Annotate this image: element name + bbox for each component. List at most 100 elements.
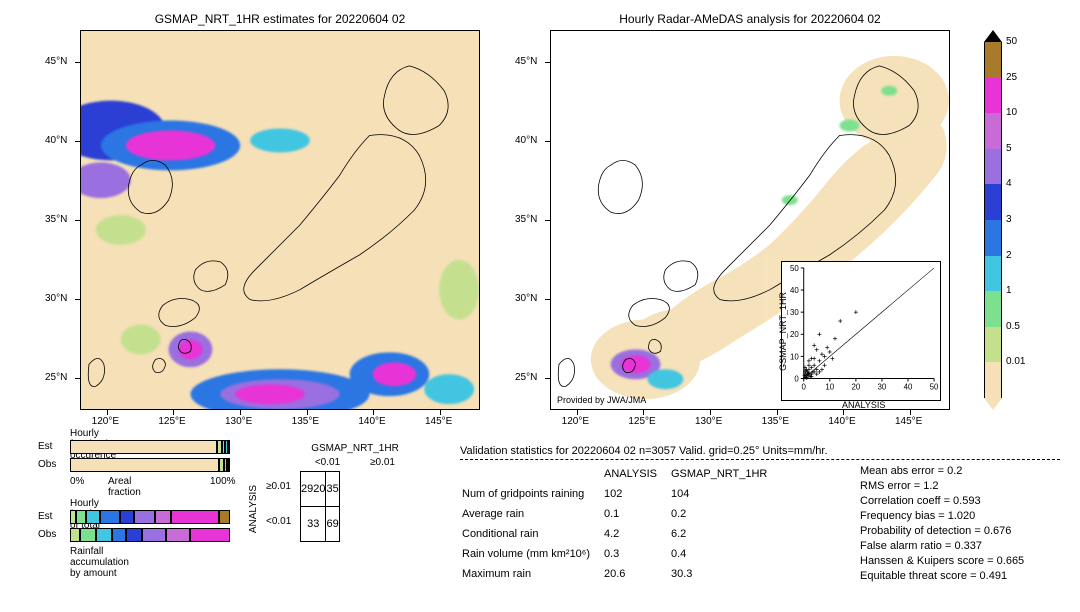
y-tick-label: 30°N	[515, 293, 537, 304]
fraction-segment	[155, 510, 171, 524]
svg-text:0: 0	[794, 374, 799, 383]
contingency-title: GSMAP_NRT_1HR	[300, 443, 410, 454]
contingency-cell: 2920	[301, 472, 326, 507]
colorbar-label: 0.01	[1006, 356, 1025, 367]
scatter-svg: 0010102020303040405050	[782, 262, 940, 400]
validation-right-stats: Mean abs error = 0.2RMS error = 1.2Corre…	[860, 463, 1024, 583]
y-tick-label: 40°N	[515, 135, 537, 146]
svg-text:40: 40	[790, 286, 799, 295]
svg-text:50: 50	[930, 382, 939, 391]
svg-text:40: 40	[904, 382, 913, 391]
colorbar-label: 50	[1006, 36, 1017, 47]
validation-cell: 6.2	[671, 525, 779, 543]
colorbar-label: 3	[1006, 214, 1012, 225]
y-tick-label: 40°N	[45, 135, 67, 146]
svg-text:20: 20	[851, 382, 860, 391]
svg-text:10: 10	[825, 382, 834, 391]
fraction-segment	[70, 528, 80, 542]
fraction-segment	[112, 528, 126, 542]
map-attribution: Provided by JWA/JMA	[557, 395, 646, 405]
y-tick-label: 45°N	[45, 56, 67, 67]
svg-text:20: 20	[790, 330, 799, 339]
fraction-footer: Rainfall accumulation by amount	[70, 546, 129, 579]
contingency-table: 2920353369	[300, 471, 340, 542]
fraction-row-label: Est	[38, 441, 52, 452]
validation-col-header	[462, 465, 602, 483]
validation-cell: Rain volume (mm km²10⁶)	[462, 545, 602, 563]
figure-root: GSMAP_NRT_1HR estimates for 20220604 02	[0, 0, 1080, 612]
colorbar-segment	[984, 327, 1002, 363]
svg-text:0: 0	[802, 382, 807, 391]
validation-stat-line: Probability of detection = 0.676	[860, 523, 1024, 538]
fraction-axis-center: Areal fraction	[108, 476, 141, 498]
x-tick-label: 135°E	[762, 416, 789, 427]
validation-cell: 20.6	[604, 565, 669, 583]
y-tick-label: 25°N	[515, 372, 537, 383]
validation-cell: 0.3	[604, 545, 669, 563]
colorbar-label: 0.5	[1006, 321, 1020, 332]
colorbar-segment	[984, 256, 1002, 292]
validation-stat-line: Equitable threat score = 0.491	[860, 568, 1024, 583]
fraction-segment	[228, 458, 230, 472]
fraction-segment	[166, 528, 190, 542]
scatter-xlabel: ANALYSIS	[842, 400, 885, 410]
fraction-segment	[76, 510, 86, 524]
validation-cell: Num of gridpoints raining	[462, 485, 602, 503]
right-map-title: Hourly Radar-AMeDAS analysis for 2022060…	[550, 12, 950, 26]
x-tick-label: 125°E	[158, 416, 185, 427]
y-tick-label: 35°N	[45, 214, 67, 225]
x-tick-label: 145°E	[425, 416, 452, 427]
validation-cell: 102	[604, 485, 669, 503]
validation-table: ANALYSISGSMAP_NRT_1HRNum of gridpoints r…	[460, 463, 781, 585]
left-map-title: GSMAP_NRT_1HR estimates for 20220604 02	[80, 12, 480, 26]
validation-cell: Average rain	[462, 505, 602, 523]
validation-cell: 104	[671, 485, 779, 503]
fraction-segment	[190, 528, 230, 542]
x-tick-label: 120°E	[562, 416, 589, 427]
colorbar-segment	[984, 78, 1002, 114]
colorbar-segment	[984, 220, 1002, 256]
validation-stat-line: Correlation coeff = 0.593	[860, 493, 1024, 508]
validation-cell: 0.2	[671, 505, 779, 523]
svg-text:50: 50	[790, 264, 799, 273]
fraction-axis-label: 100%	[210, 476, 236, 487]
x-tick-label: 140°E	[828, 416, 855, 427]
validation-stat-line: RMS error = 1.2	[860, 478, 1024, 493]
fraction-segment	[126, 528, 142, 542]
fraction-segment	[100, 510, 119, 524]
fraction-row-label: Est	[38, 511, 52, 522]
colorbar-segment	[984, 362, 1002, 398]
colorbar-segment	[984, 184, 1002, 220]
fraction-segment	[96, 528, 112, 542]
validation-stat-line: Frequency bias = 1.020	[860, 508, 1024, 523]
contingency-side-label: ANALYSIS	[248, 485, 259, 533]
validation-cell: 30.3	[671, 565, 779, 583]
x-tick-label: 120°E	[92, 416, 119, 427]
fraction-row-label: Obs	[38, 529, 56, 540]
y-tick-label: 35°N	[515, 214, 537, 225]
fraction-segment	[219, 510, 230, 524]
validation-cell: Maximum rain	[462, 565, 602, 583]
fraction-segment	[142, 528, 166, 542]
colorbar-segment	[984, 42, 1002, 78]
svg-text:10: 10	[790, 352, 799, 361]
validation-stat-line: Mean abs error = 0.2	[860, 463, 1024, 478]
contingency-row-header: ≥0.01	[266, 481, 291, 492]
validation-col-header: ANALYSIS	[604, 465, 669, 483]
contingency-col-header: <0.01	[300, 457, 355, 468]
validation-title: Validation statistics for 20220604 02 n=…	[460, 445, 1060, 460]
contingency-row-header: <0.01	[266, 516, 291, 527]
contingency-col-header: ≥0.01	[355, 457, 410, 468]
colorbar-label: 10	[1006, 107, 1017, 118]
colorbar-segment	[984, 291, 1002, 327]
contingency-cell: 69	[326, 507, 339, 542]
colorbar-segment	[984, 149, 1002, 185]
colorbar-label: 25	[1006, 72, 1017, 83]
contingency-cell: 35	[326, 472, 339, 507]
validation-cell: 4.2	[604, 525, 669, 543]
svg-text:30: 30	[790, 308, 799, 317]
contingency-cell: 33	[301, 507, 326, 542]
fraction-segment	[134, 510, 155, 524]
y-tick-label: 45°N	[515, 56, 537, 67]
left-map-svg	[81, 31, 479, 409]
